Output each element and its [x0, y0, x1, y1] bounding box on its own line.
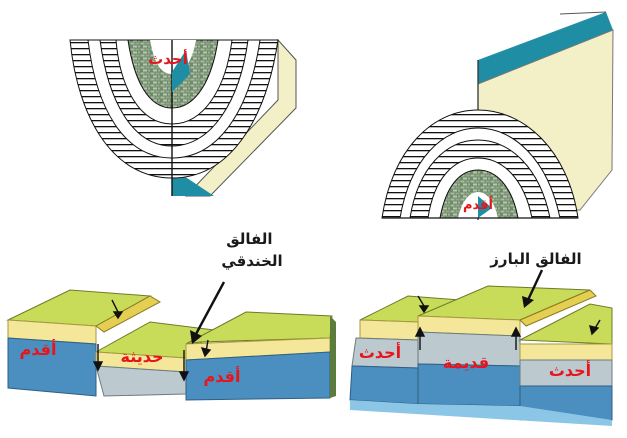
label-anticline-oldest: أقدم — [463, 196, 493, 213]
graben-left-blue — [7, 337, 97, 397]
graben-right-side — [330, 316, 336, 398]
label-graben-fault-line2: الخندقي — [221, 252, 282, 270]
graben-fault-pointer — [194, 281, 226, 335]
label-syncline-youngest: أحدث — [148, 49, 188, 68]
horst-right-yellow — [519, 343, 613, 361]
label-horst-right-newer: أحدث — [549, 360, 591, 380]
graben-fault-arrows — [92, 299, 212, 382]
label-horst-center-old: قديمة — [443, 353, 489, 372]
label-graben-fault: الفالق الخندقي — [221, 230, 282, 270]
horst-center-yellow-slab — [519, 289, 597, 327]
label-graben-left-older: أقدم — [20, 339, 57, 359]
horst-left-yellow — [359, 319, 419, 341]
label-graben-center-newer: حديثة — [120, 347, 163, 366]
label-horst-left-newer: أحدث — [359, 342, 401, 362]
syncline-block: أحدث — [69, 38, 297, 197]
graben-block: الفالق الخندقي أقدم حديثة أقدم — [6, 230, 336, 401]
horst-base-lightblue — [350, 400, 612, 426]
anticline-block: أقدم — [381, 11, 614, 220]
horst-fault-pointer-head — [522, 296, 534, 308]
anticline-teal-wedge — [478, 196, 492, 218]
graben-center-yellow-slab — [95, 295, 162, 333]
anticline-teal-top — [478, 12, 613, 84]
label-horst-fault: الفالق البارز — [489, 250, 581, 268]
syncline-teal-wedge — [172, 50, 190, 92]
horst-right-top — [518, 303, 613, 345]
horst-fault-pointer — [526, 269, 544, 301]
horst-block: الفالق البارز أحدث قديمة أحدث — [349, 250, 613, 426]
graben-fault-pointer-head — [190, 330, 202, 344]
horst-left-blue — [349, 365, 419, 405]
label-graben-fault-line1: الفالق — [226, 230, 272, 248]
horst-fault-arrows — [414, 295, 601, 350]
label-graben-right-older: أقدم — [204, 366, 241, 386]
